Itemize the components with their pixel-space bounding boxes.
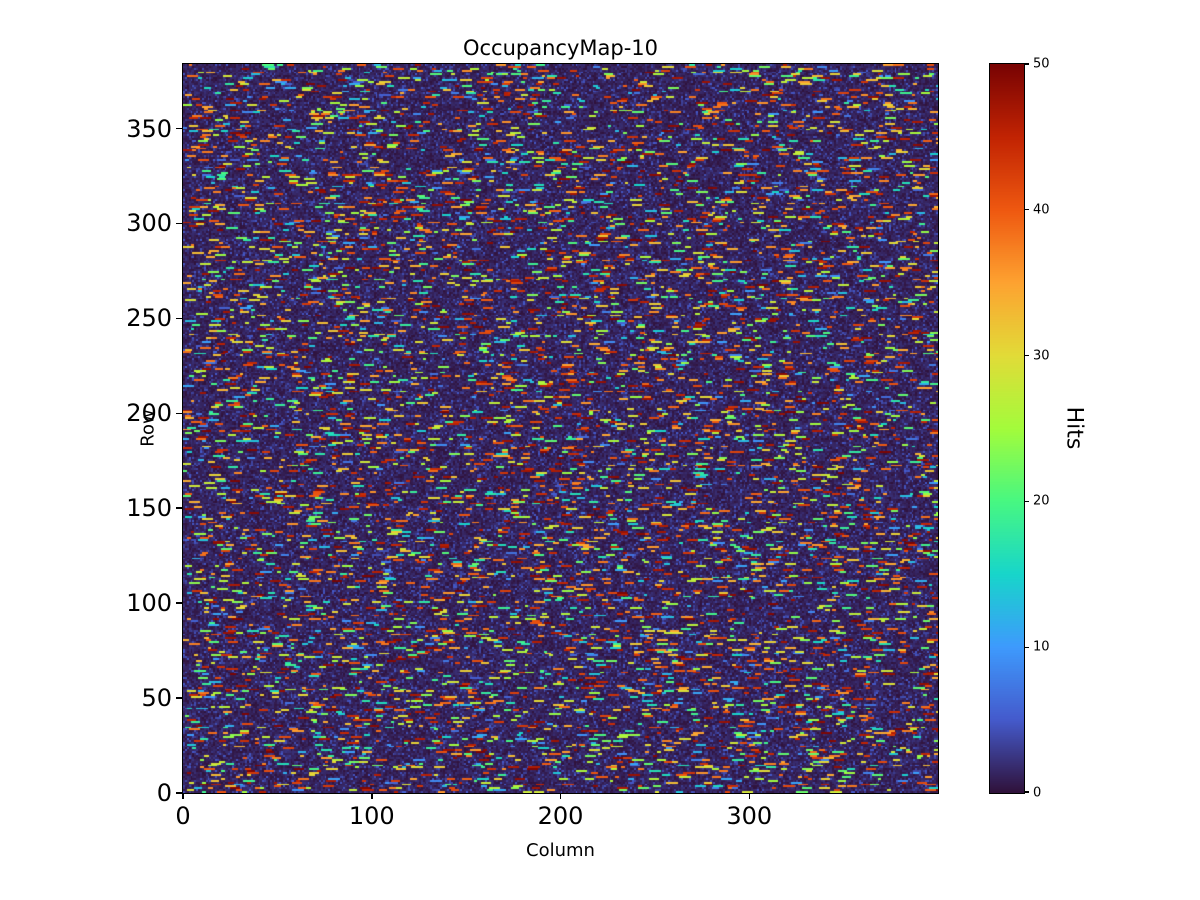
colorbar-tick-label: 50 [1033, 56, 1050, 72]
x-tick-label: 0 [175, 802, 191, 830]
y-tick-mark [176, 222, 182, 225]
colorbar-tick-mark [1024, 209, 1029, 211]
colorbar-tick-label: 0 [1033, 785, 1042, 801]
colorbar [989, 63, 1025, 794]
y-tick-mark [176, 697, 182, 699]
y-tick-mark [176, 792, 182, 794]
x-tick-mark [371, 793, 373, 799]
y-tick-label: 200 [126, 399, 172, 428]
colorbar-tick-label: 10 [1033, 639, 1050, 655]
y-tick-label: 100 [126, 589, 172, 618]
y-tick-label: 50 [141, 684, 172, 713]
y-tick-label: 250 [126, 304, 172, 333]
y-tick-label: 0 [156, 779, 172, 807]
x-tick-mark [559, 793, 562, 799]
colorbar-tick-mark [1024, 646, 1029, 648]
x-tick-label: 300 [726, 802, 773, 830]
x-tick-label: 100 [348, 802, 395, 830]
chart-title: OccupancyMap-10 [462, 36, 659, 60]
y-tick-label: 300 [126, 209, 172, 238]
colorbar-canvas [990, 64, 1024, 793]
y-tick-mark [176, 317, 182, 320]
plot-area [182, 63, 939, 794]
y-tick-mark [176, 412, 182, 415]
colorbar-tick-mark [1024, 355, 1029, 357]
heatmap-canvas [183, 64, 938, 793]
colorbar-tick-mark [1024, 63, 1029, 65]
x-tick-mark [748, 793, 750, 799]
x-tick-mark [182, 793, 184, 799]
y-tick-mark [176, 507, 182, 509]
x-axis-label: Column [526, 840, 595, 861]
colorbar-tick-label: 30 [1033, 348, 1050, 364]
colorbar-tick-label: 40 [1033, 202, 1050, 218]
colorbar-tick-label: 20 [1033, 493, 1050, 509]
y-tick-mark [176, 127, 182, 130]
colorbar-label: Hits [1061, 406, 1087, 450]
y-tick-label: 350 [126, 114, 172, 143]
colorbar-tick-mark [1024, 500, 1029, 502]
x-tick-label: 200 [537, 802, 584, 830]
colorbar-tick-mark [1024, 791, 1029, 793]
y-tick-label: 150 [126, 494, 172, 523]
y-tick-mark [176, 602, 182, 604]
